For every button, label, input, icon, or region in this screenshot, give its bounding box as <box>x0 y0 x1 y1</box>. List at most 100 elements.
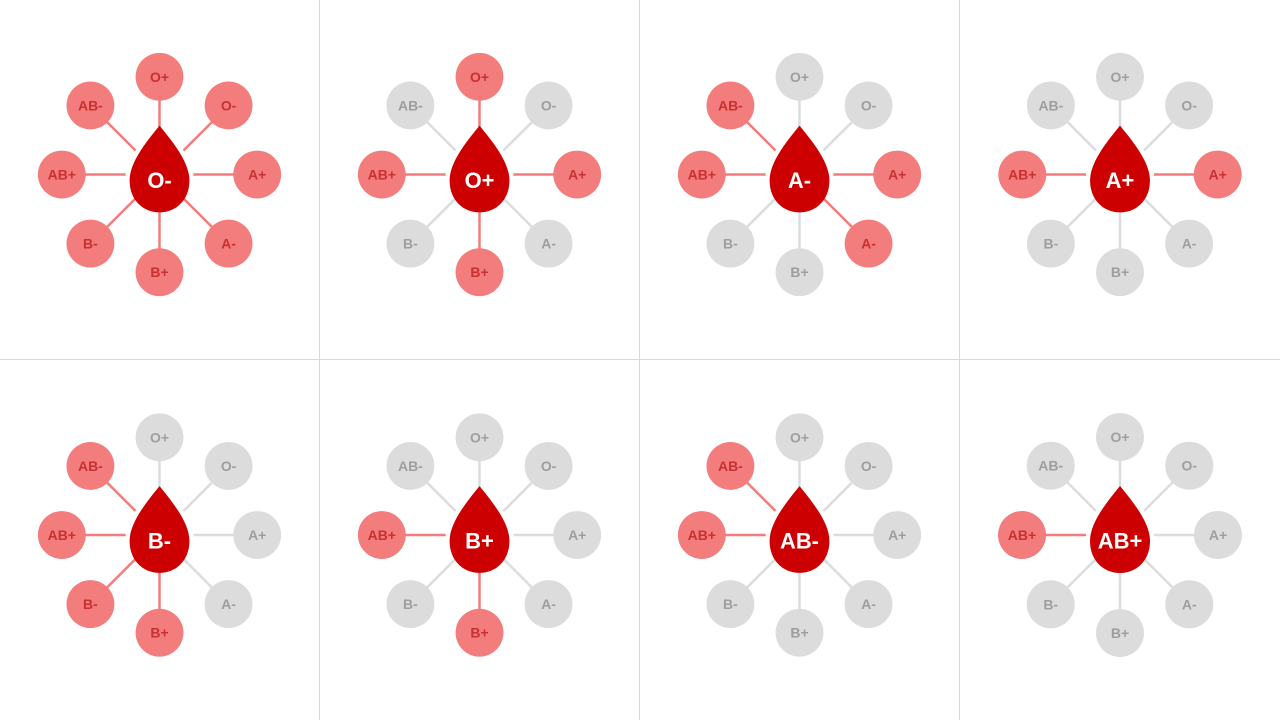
recipient-node: O+ <box>136 53 184 101</box>
recipient-node: AB- <box>66 442 114 490</box>
recipient-label: A+ <box>1209 527 1227 543</box>
recipient-node: O- <box>845 82 893 130</box>
recipient-label: AB- <box>718 97 743 113</box>
recipient-label: A+ <box>888 167 906 183</box>
recipient-label: B- <box>723 596 738 612</box>
donor-panel: O+ O- A+ A- B+ B- AB+ AB- A- <box>640 0 960 360</box>
recipient-label: AB- <box>718 458 743 474</box>
recipient-node: A- <box>525 580 573 628</box>
donor-diagram: O+ O- A+ A- B+ B- AB+ AB- A- <box>640 0 959 359</box>
donor-panel: O+O-A+A-B+B-AB+AB-AB+ <box>960 360 1280 720</box>
recipient-node: A+ <box>873 151 921 199</box>
recipient-node: AB+ <box>678 511 726 559</box>
recipient-label: O- <box>221 97 237 113</box>
recipient-node: O- <box>525 442 573 490</box>
recipient-label: B- <box>83 236 98 252</box>
donor-diagram: O+O-A+A-B+B-AB+AB-B+ <box>320 360 639 720</box>
recipient-node: B+ <box>136 609 184 657</box>
recipient-label: B+ <box>790 625 808 641</box>
recipient-label: O+ <box>790 69 809 85</box>
recipient-node: O+ <box>1096 53 1144 101</box>
recipient-label: AB+ <box>1008 167 1036 183</box>
recipient-node: A- <box>205 580 253 628</box>
recipient-label: AB+ <box>688 167 716 183</box>
recipient-label: AB- <box>78 458 103 474</box>
recipient-node: O+ <box>1096 413 1144 461</box>
recipient-node: O+ <box>776 413 824 461</box>
recipient-label: A- <box>1182 236 1197 252</box>
recipient-label: A+ <box>568 167 586 183</box>
recipient-node: AB+ <box>998 151 1046 199</box>
recipient-node: O- <box>1165 442 1213 490</box>
recipient-node: AB- <box>706 82 754 130</box>
recipient-label: O+ <box>1110 429 1129 445</box>
recipient-label: AB- <box>78 97 103 113</box>
recipient-label: B- <box>1044 236 1059 252</box>
recipient-label: A+ <box>568 527 586 543</box>
recipient-node: A- <box>845 580 893 628</box>
recipient-node: A+ <box>553 511 601 559</box>
recipient-label: O- <box>541 458 557 474</box>
recipient-label: A+ <box>248 167 266 183</box>
recipient-label: B+ <box>470 264 488 280</box>
recipient-label: A- <box>541 236 556 252</box>
recipient-label: B+ <box>1111 625 1129 641</box>
recipient-node: B+ <box>136 248 184 296</box>
recipient-node: O- <box>525 82 573 130</box>
recipient-label: O- <box>861 97 877 113</box>
recipient-node: A+ <box>1194 151 1242 199</box>
donor-label: B- <box>148 528 171 553</box>
recipient-label: AB+ <box>1008 527 1036 543</box>
recipient-label: O- <box>861 458 877 474</box>
recipient-node: A- <box>845 220 893 268</box>
recipient-node: O- <box>205 442 253 490</box>
recipient-label: B- <box>723 236 738 252</box>
recipient-node: O- <box>1165 81 1213 129</box>
recipient-node: AB+ <box>998 511 1046 559</box>
donor-label: AB- <box>780 528 819 553</box>
recipient-node: B+ <box>776 248 824 296</box>
recipient-node: A- <box>525 220 573 268</box>
recipient-node: AB- <box>66 82 114 130</box>
recipient-node: B+ <box>456 609 504 657</box>
donor-diagram: O+O-A+A-B+B-AB+AB-B- <box>0 360 319 720</box>
recipient-label: AB- <box>398 458 423 474</box>
recipient-node: O+ <box>776 53 824 101</box>
recipient-label: A+ <box>888 527 906 543</box>
recipient-label: AB+ <box>688 527 716 543</box>
recipient-label: B- <box>1043 596 1058 612</box>
recipient-node: A+ <box>233 151 281 199</box>
recipient-node: B+ <box>1096 248 1144 296</box>
recipient-node: A+ <box>233 511 281 559</box>
donor-panel: O+O-A+A-B+B-AB+AB-O+ <box>320 0 640 360</box>
recipient-label: AB+ <box>368 167 396 183</box>
recipient-label: A+ <box>248 527 266 543</box>
donor-panel: O+O-A+A-B+B-AB+AB-O- <box>0 0 320 360</box>
recipient-label: A- <box>221 596 236 612</box>
donor-diagram: O+O-A+A-B+B-AB+AB-AB+ <box>960 360 1280 720</box>
recipient-node: B- <box>66 220 114 268</box>
donor-label: A- <box>788 168 811 193</box>
donor-label: AB+ <box>1098 529 1143 554</box>
recipient-label: B+ <box>1111 264 1129 280</box>
recipient-label: A- <box>861 596 876 612</box>
recipient-label: AB+ <box>368 527 396 543</box>
recipient-node: AB- <box>386 82 434 130</box>
recipient-label: O+ <box>150 429 169 445</box>
recipient-node: O- <box>845 442 893 490</box>
recipient-label: A+ <box>1209 167 1227 183</box>
donor-label: B+ <box>465 528 494 553</box>
recipient-node: AB- <box>706 442 754 490</box>
donor-panel: O+O-A+A-B+B-AB+AB-A+ <box>960 0 1280 360</box>
recipient-label: B+ <box>150 264 168 280</box>
donor-panel: O+O-A+A-B+B-AB+AB-B- <box>0 360 320 720</box>
recipient-node: O+ <box>456 413 504 461</box>
recipient-node: AB+ <box>678 151 726 199</box>
recipient-label: O+ <box>1110 69 1129 85</box>
recipient-label: O+ <box>470 429 489 445</box>
recipient-label: B+ <box>150 625 168 641</box>
donor-label: O- <box>147 168 171 193</box>
recipient-label: A- <box>861 236 876 252</box>
donor-panel: O+ O- A+ A- B+ B- AB+ AB- AB- <box>640 360 960 720</box>
blood-type-grid: O+O-A+A-B+B-AB+AB-O-O+O-A+A-B+B-AB+AB-O+… <box>0 0 1280 720</box>
